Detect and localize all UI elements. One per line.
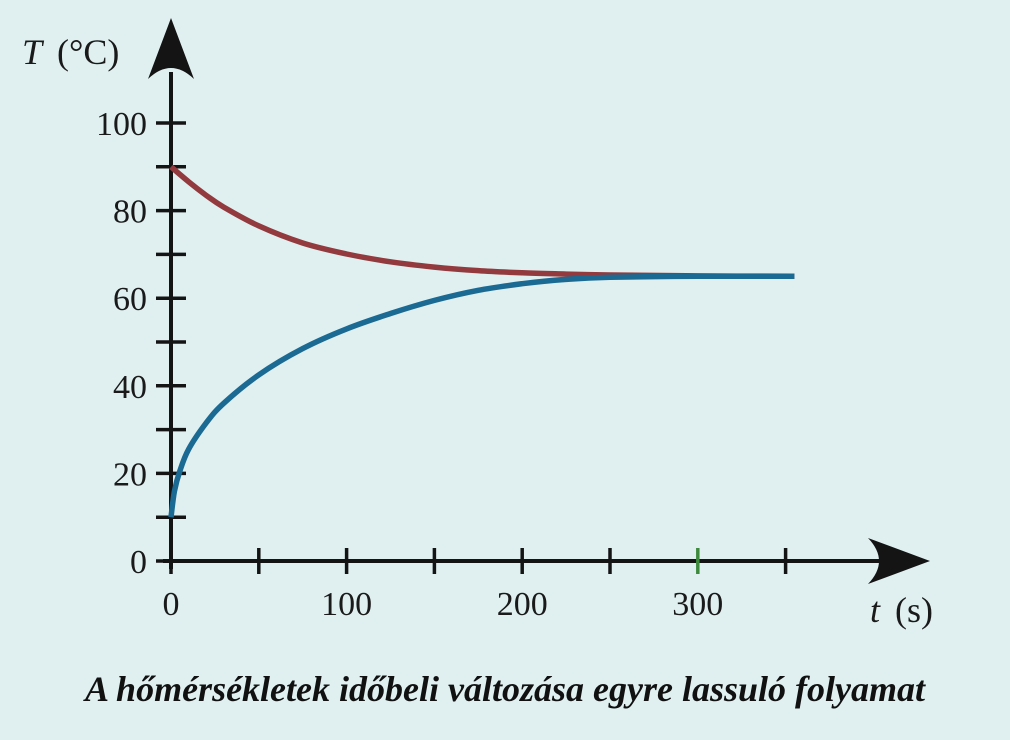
y-axis-unit: (°C) (57, 32, 119, 72)
y-axis-label: T (°C) (22, 32, 119, 72)
x-axis-label: t (s) (870, 590, 933, 630)
y-tick-label: 100 (96, 106, 147, 143)
y-tick-label: 0 (130, 544, 147, 581)
axes (148, 18, 930, 584)
y-axis-arrow (148, 18, 194, 79)
figure-caption: A hőmérsékletek időbeli változása egyre … (85, 669, 925, 709)
y-tick-label: 20 (113, 456, 147, 493)
warming-curve (168, 273, 795, 518)
x-axis-unit: (s) (895, 590, 933, 630)
y-tick-label: 60 (113, 281, 147, 318)
x-tick-label: 200 (497, 586, 548, 623)
x-tick-label: 0 (163, 586, 180, 623)
cooling-curve (169, 164, 795, 280)
x-tick-label: 300 (672, 586, 723, 623)
y-tick-label: 40 (113, 369, 147, 406)
tick-labels: 0 100 200 300 0 20 40 60 80 100 (96, 106, 723, 623)
y-tick-label: 80 (113, 194, 147, 231)
y-axis-variable: T (22, 32, 45, 72)
x-axis-variable: t (870, 590, 881, 630)
x-tick-label: 100 (321, 586, 372, 623)
x-axis-arrow (868, 538, 930, 584)
series-layer (168, 164, 795, 518)
